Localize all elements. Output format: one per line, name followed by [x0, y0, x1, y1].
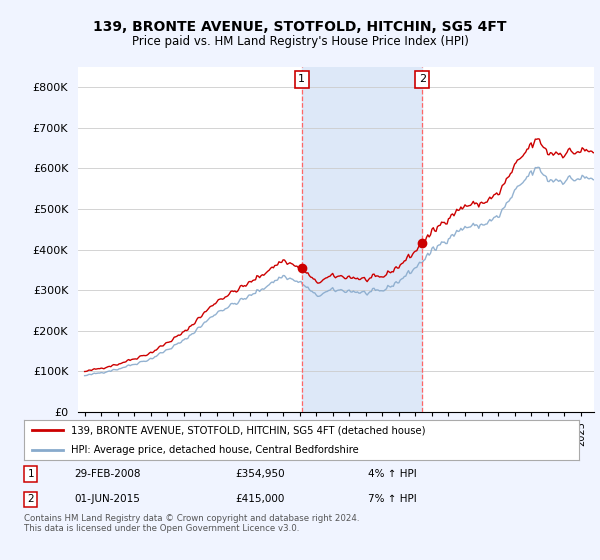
Text: 2: 2	[419, 74, 426, 85]
Text: £415,000: £415,000	[235, 494, 284, 505]
Text: 1: 1	[298, 74, 305, 85]
Text: 139, BRONTE AVENUE, STOTFOLD, HITCHIN, SG5 4FT (detached house): 139, BRONTE AVENUE, STOTFOLD, HITCHIN, S…	[71, 425, 425, 435]
Bar	[302, 67, 422, 412]
Text: Contains HM Land Registry data © Crown copyright and database right 2024.
This d: Contains HM Land Registry data © Crown c…	[24, 514, 359, 533]
Text: HPI: Average price, detached house, Central Bedfordshire: HPI: Average price, detached house, Cent…	[71, 445, 359, 455]
Text: 29-FEB-2008: 29-FEB-2008	[74, 469, 140, 479]
Text: 01-JUN-2015: 01-JUN-2015	[74, 494, 140, 505]
Text: 7% ↑ HPI: 7% ↑ HPI	[368, 494, 417, 505]
Text: 1: 1	[28, 469, 34, 479]
Text: Price paid vs. HM Land Registry's House Price Index (HPI): Price paid vs. HM Land Registry's House …	[131, 35, 469, 48]
Text: 139, BRONTE AVENUE, STOTFOLD, HITCHIN, SG5 4FT: 139, BRONTE AVENUE, STOTFOLD, HITCHIN, S…	[93, 20, 507, 34]
Text: 4% ↑ HPI: 4% ↑ HPI	[368, 469, 417, 479]
Text: 2: 2	[28, 494, 34, 505]
Text: £354,950: £354,950	[235, 469, 284, 479]
